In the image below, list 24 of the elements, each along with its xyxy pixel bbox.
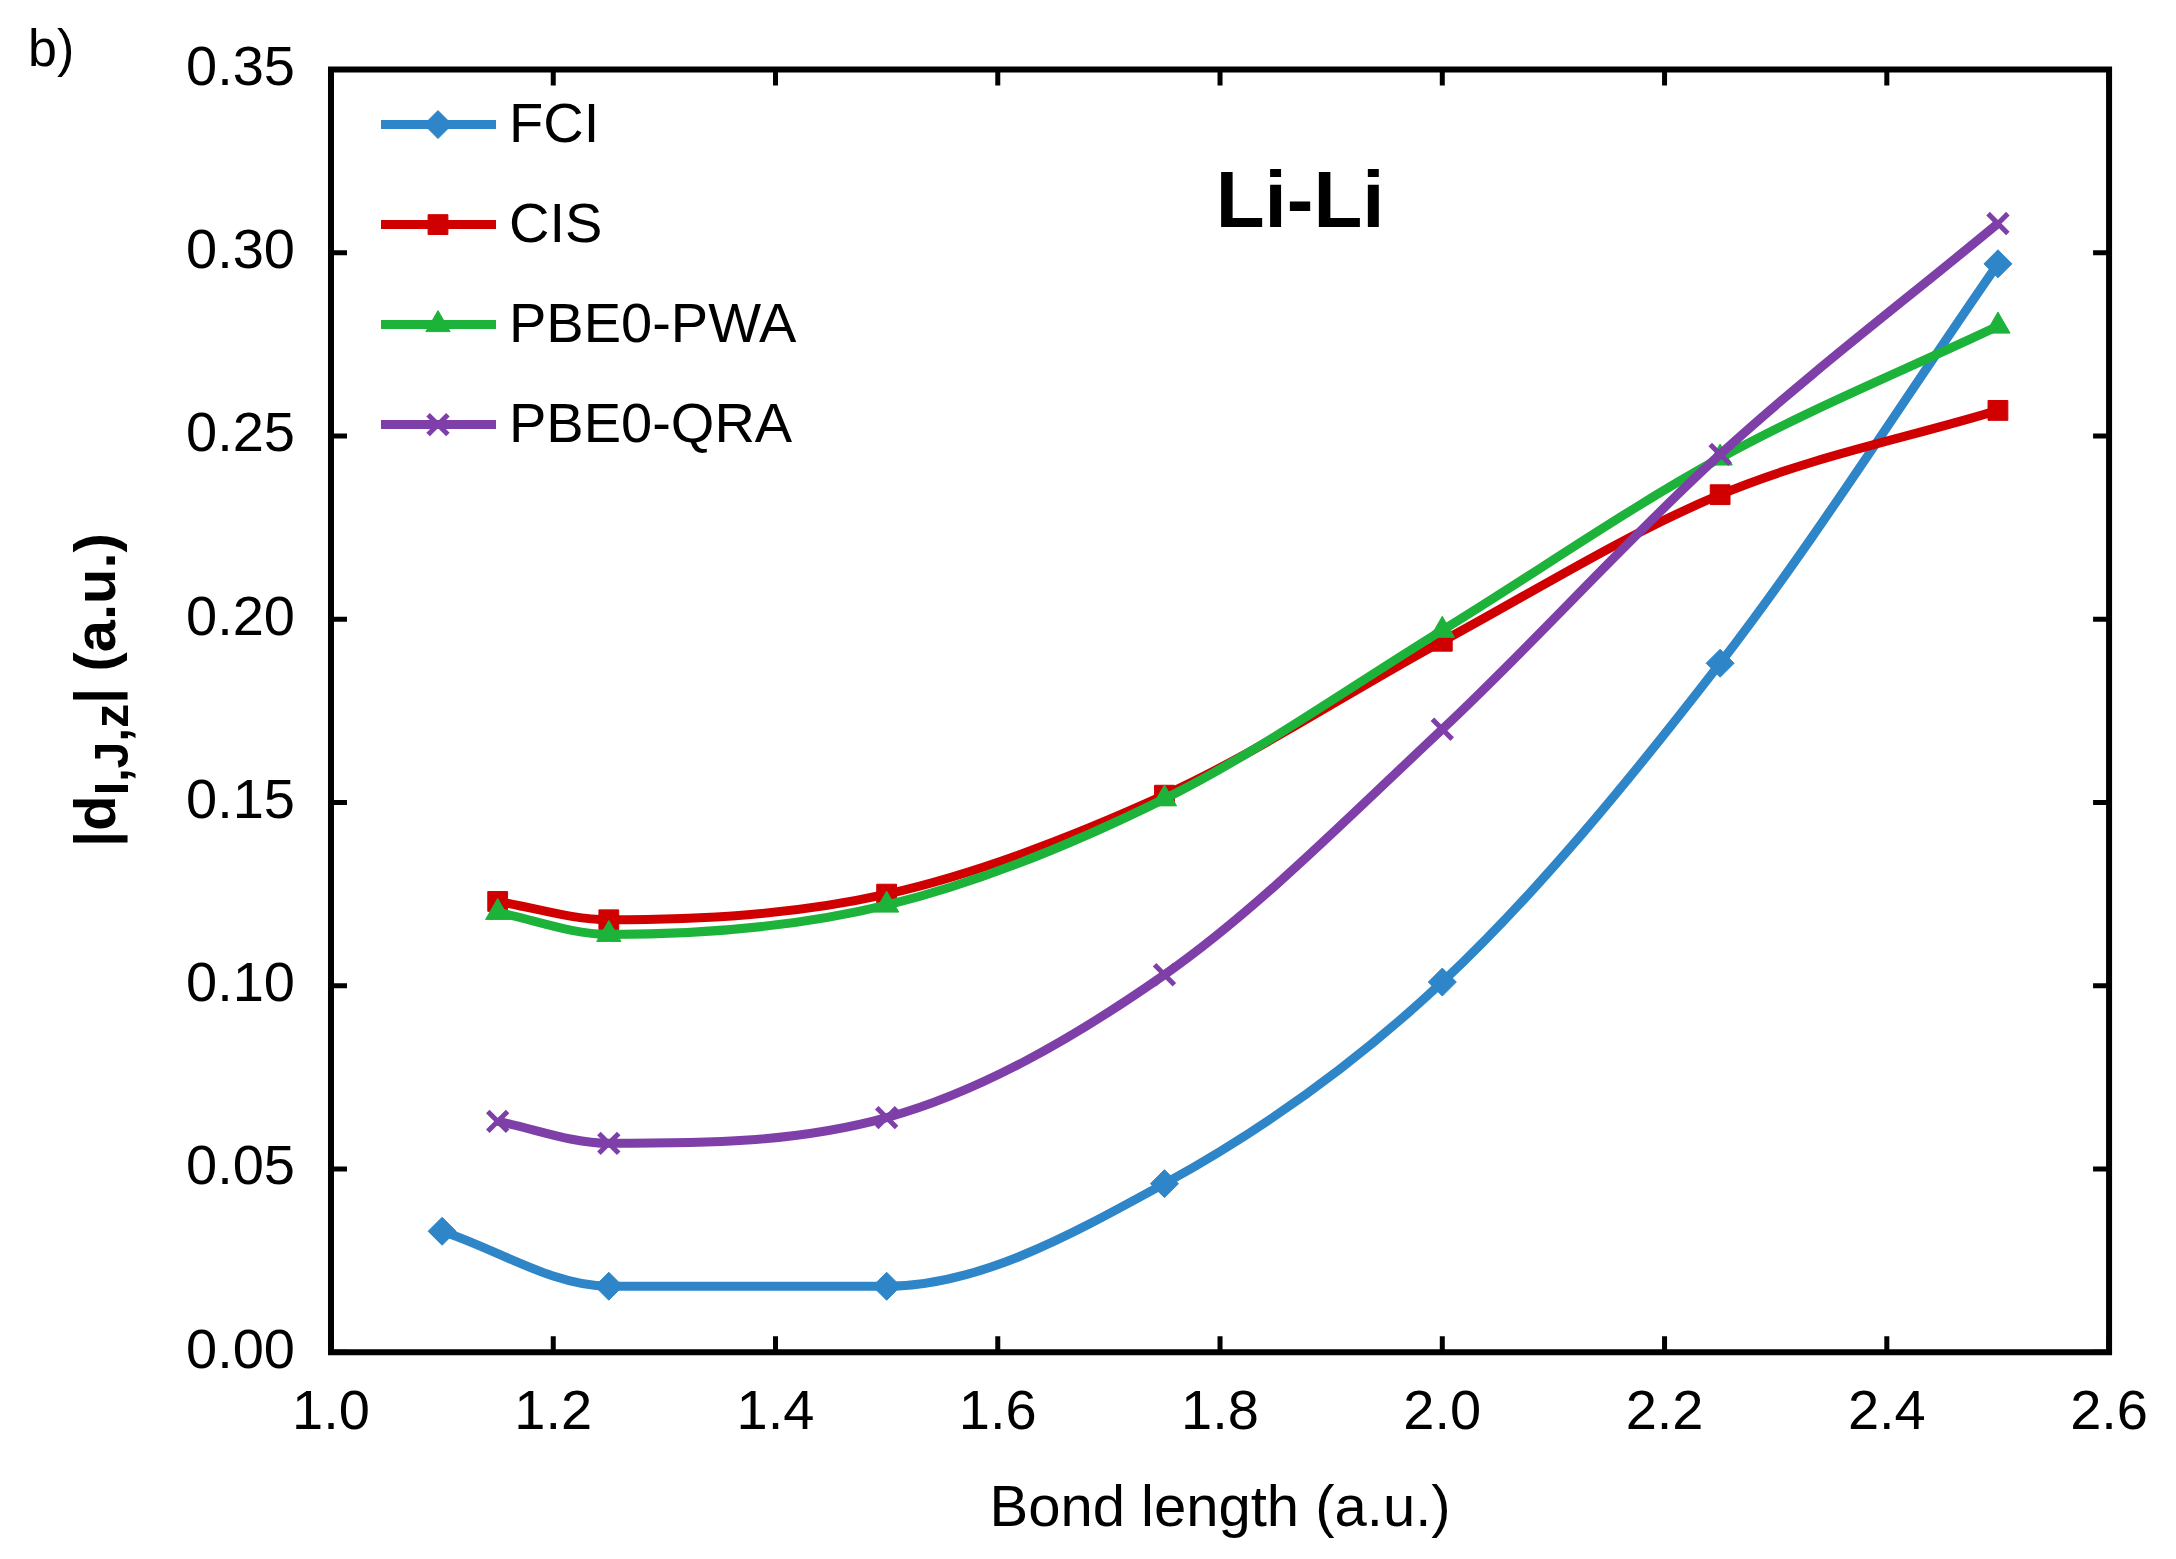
y-tick-label: 0.25 — [185, 400, 295, 464]
x-tick-label: 2.0 — [1403, 1378, 1482, 1442]
legend-label: PBE0-PWA — [508, 291, 797, 355]
x-tick-label: 2.2 — [1625, 1378, 1704, 1442]
x-tick-label: 1.8 — [1181, 1378, 1259, 1442]
y-tick-label: 0.10 — [185, 950, 295, 1014]
legend-label: CIS — [508, 191, 603, 255]
legend-label: FCI — [508, 91, 600, 155]
y-tick-label: 0.30 — [185, 217, 295, 281]
x-tick-label: 1.2 — [514, 1378, 593, 1442]
text: b) — [28, 19, 75, 78]
y-tick-label: 0.00 — [185, 1316, 295, 1380]
y-tick-label: 0.35 — [185, 34, 295, 98]
x-tick-label: 1.0 — [292, 1378, 370, 1442]
y-tick-label: 0.05 — [185, 1133, 295, 1197]
x-tick-label: 1.4 — [736, 1378, 815, 1442]
y-tick-label: 0.15 — [185, 766, 295, 830]
y-tick-label: 0.20 — [185, 583, 295, 647]
x-tick-label: 2.4 — [1847, 1378, 1926, 1442]
x-tick-label: 2.6 — [2070, 1378, 2149, 1442]
annotation: Li-Li — [1215, 154, 1385, 244]
legend-label: PBE0-QRA — [508, 391, 793, 455]
x-axis-title: Bond length (a.u.) — [989, 1473, 1451, 1539]
x-tick-label: 1.6 — [958, 1378, 1037, 1442]
